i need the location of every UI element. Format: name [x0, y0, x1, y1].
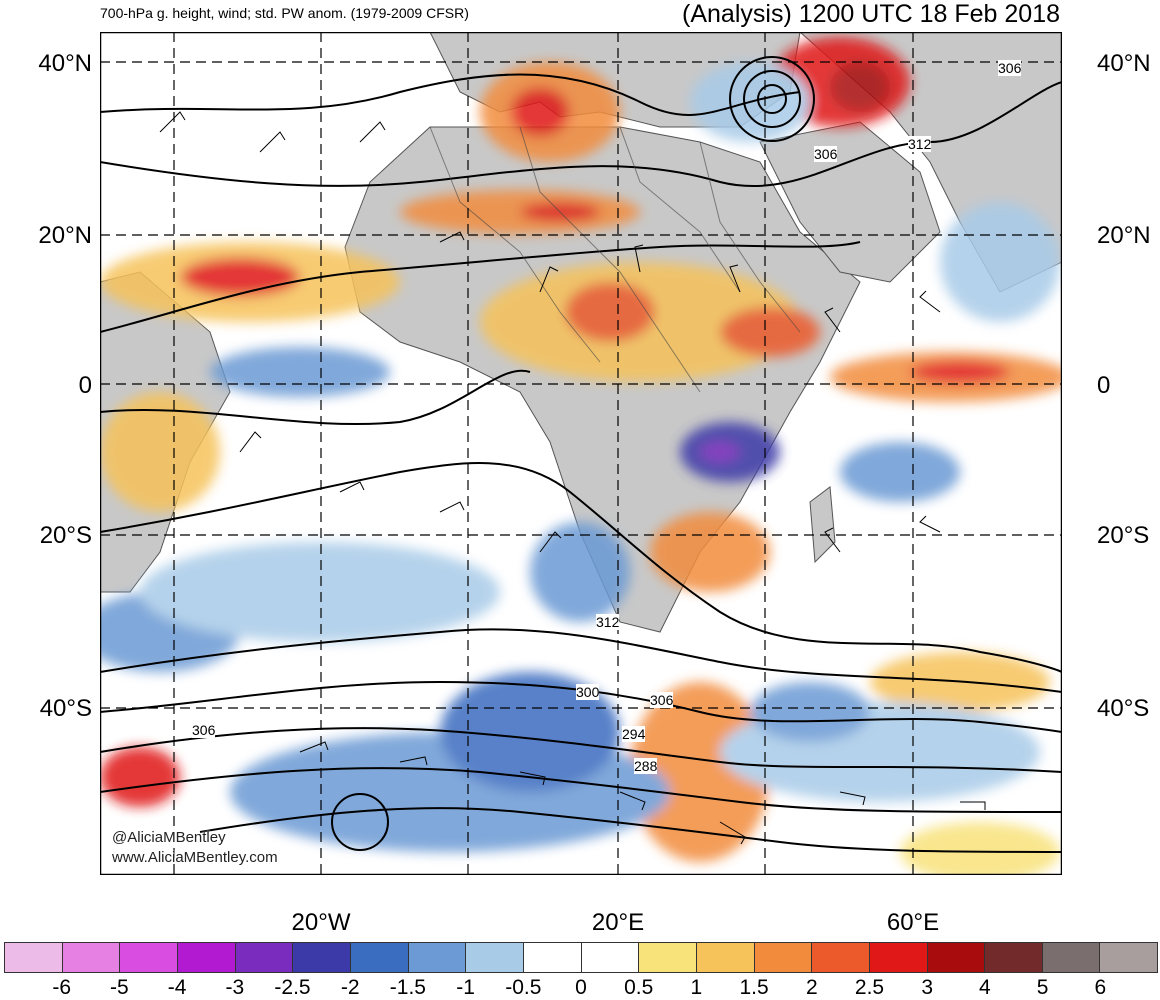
colorbar-tick-label: -4 [167, 976, 187, 999]
colorbar-swatch [408, 943, 467, 972]
graticule [100, 32, 1062, 875]
colorbar-tick-label: 0 [575, 976, 587, 999]
lat-label-20n-left: 20°N [38, 222, 92, 249]
lon-label-60e: 60°E [886, 909, 940, 936]
lon-label-20w: 20°W [291, 909, 351, 936]
lat-label-eq-left: 0 [78, 372, 92, 399]
watermark-handle: @AliciaMBentley [112, 829, 226, 846]
contour-label: 312 [908, 136, 932, 152]
colorbar-tick-label: -2 [340, 976, 360, 999]
pw-anomaly-shading [100, 37, 1062, 875]
colorbar-swatch [639, 943, 697, 972]
colorbar-swatch [985, 943, 1043, 972]
colorbar-swatch [869, 943, 928, 972]
colorbar-tick-label: 1 [690, 976, 703, 999]
colorbar-tick-label: -2.5 [274, 976, 311, 999]
colorbar-swatch [754, 943, 813, 972]
lat-label-40s-left: 40°S [39, 695, 92, 722]
contour-label: 306 [814, 146, 838, 162]
colorbar-ticks: -6 -5 -4 -3 -2.5 -2 -1.5 -1 -0.5 0 0.5 1 1.5 2 2.5 3 4 5 6 [4, 976, 1158, 1000]
watermark-url: www.AliciaMBentley.com [112, 849, 278, 866]
colorbar-swatch [1042, 943, 1101, 972]
colorbar-swatch [293, 943, 351, 972]
colorbar-swatch [581, 943, 640, 972]
height-contours [100, 56, 1062, 853]
contour-label: 306 [192, 722, 216, 738]
lat-label-40n-right: 40°N [1097, 50, 1151, 77]
contour-label: 288 [634, 758, 658, 774]
colorbar-tick-label: 2 [805, 976, 818, 999]
lat-label-20n-right: 20°N [1097, 222, 1151, 249]
colorbar-tick-label: -5 [110, 976, 129, 999]
colorbar-swatch [5, 943, 63, 972]
lat-label-20s-right: 20°S [1097, 522, 1150, 549]
colorbar-tick-label: -6 [52, 976, 72, 999]
colorbar-tick-label: 3 [921, 976, 934, 999]
lat-label-eq-right: 0 [1097, 372, 1111, 399]
colorbar-swatch [927, 943, 986, 972]
lat-label-40n-left: 40°N [38, 50, 92, 77]
lat-label-20s-left: 20°S [39, 522, 92, 549]
wind-barbs [159, 111, 986, 845]
colorbar-tick-label: 0.5 [624, 976, 654, 999]
map-subtitle: 700-hPa g. height, wind; std. PW anom. (… [100, 5, 469, 21]
colorbar-tick-label: -1 [456, 976, 475, 999]
colorbar-swatch [120, 943, 178, 972]
arabia-landmass [759, 121, 941, 283]
colorbar-tick-label: -3 [225, 976, 245, 999]
map-title: (Analysis) 1200 UTC 18 Feb 2018 [682, 0, 1060, 28]
colorbar-tick-label: 1.5 [739, 976, 769, 999]
colorbar-swatch [177, 943, 236, 972]
colorbar-swatch [235, 943, 294, 972]
colorbar-swatch [696, 943, 755, 972]
colorbar-swatch [466, 943, 524, 972]
colorbar-tick-label: -0.5 [505, 976, 542, 999]
contour-label: 306 [650, 692, 674, 708]
colorbar-swatch [350, 943, 409, 972]
colorbar-swatch [62, 943, 121, 972]
colorbar-tick-label: -1.5 [389, 976, 426, 999]
map-field [100, 32, 1062, 875]
colorbar-tick-label: 6 [1094, 976, 1107, 999]
contour-label: 306 [998, 60, 1022, 76]
contour-label: 294 [622, 726, 646, 742]
map-panel: 306 306 312 312 300 306 294 288 306 [100, 32, 1062, 875]
lat-label-40s-right: 40°S [1097, 695, 1150, 722]
colorbar [4, 942, 1158, 973]
colorbar-tick-label: 4 [979, 976, 991, 999]
colorbar-swatch [1100, 943, 1158, 972]
lon-label-20e: 20°E [591, 909, 645, 936]
contour-label: 312 [596, 614, 620, 630]
colorbar-swatch [812, 943, 870, 972]
madagascar-landmass [809, 486, 836, 564]
contour-label: 300 [576, 684, 600, 700]
colorbar-tick-label: 5 [1036, 976, 1049, 999]
colorbar-swatch [523, 943, 582, 972]
country-borders [429, 126, 801, 393]
colorbar-tick-label: 2.5 [854, 976, 885, 999]
